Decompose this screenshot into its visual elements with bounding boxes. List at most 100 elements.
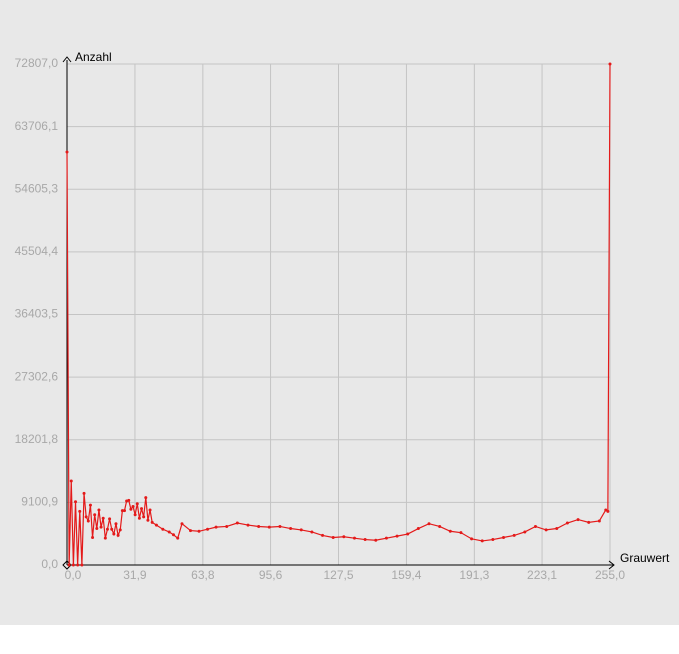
data-point: [142, 515, 146, 519]
data-point: [267, 525, 271, 529]
data-point: [171, 533, 175, 537]
data-point: [101, 516, 105, 520]
data-point: [235, 521, 239, 525]
data-point: [148, 508, 152, 512]
y-tick-label: 18201,8: [15, 432, 59, 446]
data-point: [112, 532, 116, 536]
data-point: [86, 519, 90, 523]
x-tick-label: 0,0: [65, 568, 82, 582]
data-point: [544, 528, 548, 532]
data-point: [512, 533, 516, 537]
data-point: [608, 62, 612, 66]
y-tick-label: 0,0: [41, 557, 58, 571]
data-line: [66, 63, 611, 566]
data-point: [161, 527, 165, 531]
data-point: [384, 536, 388, 540]
data-point: [459, 531, 463, 535]
x-tick-label: 127,5: [323, 568, 353, 582]
y-tick-label: 72807,0: [15, 56, 59, 70]
data-point: [65, 150, 69, 154]
data-point: [180, 522, 184, 526]
data-point: [576, 518, 580, 522]
data-point: [480, 539, 484, 543]
data-point: [74, 500, 78, 504]
data-point: [133, 513, 137, 517]
data-point: [129, 507, 133, 511]
data-point: [76, 563, 80, 567]
data-point: [289, 527, 293, 531]
data-point: [144, 496, 148, 500]
data-point: [257, 524, 261, 528]
x-tick-label: 95,6: [259, 568, 283, 582]
data-point: [363, 538, 367, 542]
data-point: [97, 508, 101, 512]
x-tick-label: 255,0: [595, 568, 625, 582]
data-point: [606, 509, 610, 513]
data-point: [206, 527, 210, 531]
x-tick-label: 63,8: [191, 568, 215, 582]
data-point: [84, 515, 88, 519]
data-point: [137, 516, 141, 520]
data-point: [225, 524, 229, 528]
data-point: [604, 508, 608, 512]
data-point: [555, 527, 559, 531]
y-axis-label: Anzahl: [75, 50, 112, 64]
data-point: [597, 519, 601, 523]
x-arrow: [608, 560, 615, 570]
data-point: [154, 523, 158, 527]
y-tick-label: 54605,3: [15, 181, 59, 195]
x-tick-label: 191,3: [459, 568, 489, 582]
data-point: [82, 491, 86, 495]
data-point: [103, 536, 107, 540]
data-point: [523, 530, 527, 534]
origin-marker: [62, 560, 72, 570]
data-point: [95, 527, 99, 531]
data-point: [416, 527, 420, 531]
y-tick-label: 36403,5: [15, 307, 59, 321]
data-point: [310, 530, 314, 534]
y-tick-label: 27302,6: [15, 369, 59, 383]
data-point: [127, 498, 131, 502]
y-tick-label: 63706,1: [15, 119, 59, 133]
data-point: [470, 537, 474, 541]
data-point: [321, 533, 325, 537]
data-point: [502, 535, 506, 539]
data-point: [135, 502, 139, 506]
data-point: [167, 530, 171, 534]
x-tick-label: 223,1: [527, 568, 557, 582]
data-point: [122, 509, 126, 513]
data-point: [395, 534, 399, 538]
data-point: [406, 532, 410, 536]
data-point: [105, 527, 109, 531]
data-point: [71, 563, 75, 567]
grid: [66, 63, 611, 566]
data-point: [118, 528, 122, 532]
data-point: [69, 479, 73, 483]
data-point: [110, 527, 114, 531]
data-point: [116, 533, 120, 537]
data-point: [299, 528, 303, 532]
data-point: [120, 509, 124, 513]
data-point: [146, 518, 150, 522]
data-point: [80, 563, 84, 567]
data-point: [150, 520, 154, 524]
data-point: [587, 520, 591, 524]
data-point: [565, 521, 569, 525]
x-axis-label: Grauwert: [620, 551, 670, 565]
data-point: [197, 529, 201, 533]
data-point: [533, 524, 537, 528]
data-point: [214, 525, 218, 529]
data-point: [88, 503, 92, 507]
data-point: [140, 507, 144, 511]
x-tick-label: 31,9: [123, 568, 147, 582]
data-point: [131, 505, 135, 509]
data-point: [342, 535, 346, 539]
data-point: [108, 517, 112, 521]
data-point: [78, 509, 82, 513]
data-point: [176, 536, 180, 540]
y-arrow: [62, 56, 72, 63]
data-point: [246, 523, 250, 527]
data-point: [99, 525, 103, 529]
